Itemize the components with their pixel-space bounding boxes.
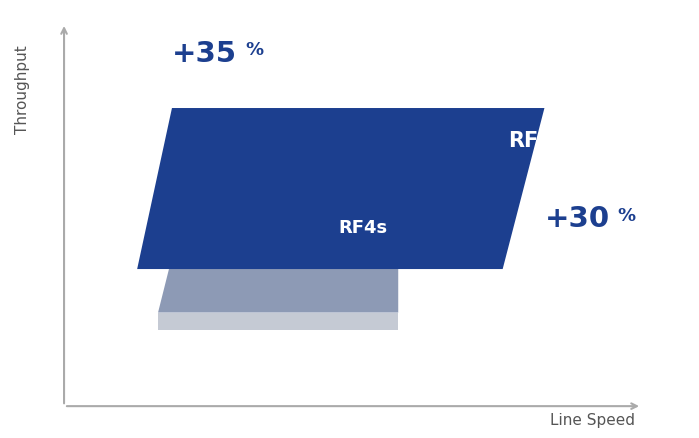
Text: Line Speed: Line Speed bbox=[550, 413, 635, 428]
Text: Throughput: Throughput bbox=[15, 45, 30, 134]
Text: RF4s: RF4s bbox=[339, 219, 388, 237]
Text: +35: +35 bbox=[172, 39, 237, 67]
Text: RF5: RF5 bbox=[508, 131, 553, 151]
Polygon shape bbox=[158, 313, 398, 330]
Text: %: % bbox=[245, 41, 264, 59]
Text: +30: +30 bbox=[545, 205, 610, 233]
Polygon shape bbox=[158, 201, 398, 313]
Text: %: % bbox=[617, 207, 635, 225]
Polygon shape bbox=[137, 108, 545, 269]
